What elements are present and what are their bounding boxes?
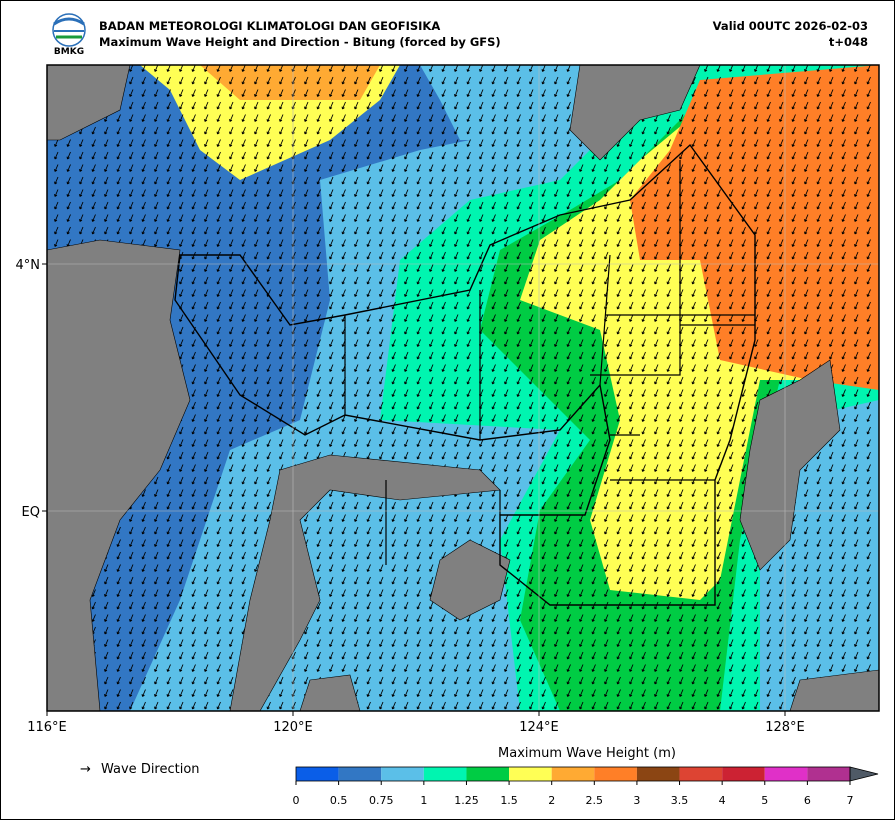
colorbar-segment [296, 767, 339, 781]
map-axes: 116°E 120°E 124°E 128°E 4°N EQ [16, 258, 805, 735]
lon-tick-label: 128°E [765, 720, 805, 735]
land [47, 65, 131, 141]
colorbar-segment [338, 767, 382, 781]
colorbar-tick-label: 2 [548, 794, 555, 807]
land [429, 539, 511, 621]
legend-label: Wave Direction [101, 762, 200, 777]
lon-tick-label: 124°E [519, 720, 559, 735]
colorbar-tick-label: 7 [847, 794, 854, 807]
colorbar-tick-label: 0.75 [369, 794, 394, 807]
colorbar-segment [423, 767, 467, 781]
lat-tick-label: 4°N [16, 258, 41, 273]
colorbar-tick-label: 5 [761, 794, 768, 807]
land [789, 669, 879, 711]
colorbar-tick-label: 6 [804, 794, 811, 807]
land-borneo [47, 239, 191, 711]
map [47, 65, 879, 711]
colorbar-segment [381, 767, 424, 781]
colorbar-tick-label: 2.5 [586, 794, 604, 807]
colorbar-outline [295, 766, 851, 782]
colorbar-segment [636, 767, 680, 781]
colorbar-tick-label: 0 [293, 794, 300, 807]
colorbar-segment [679, 767, 723, 781]
colorbar-segment [764, 767, 808, 781]
land [299, 674, 361, 711]
land-sulawesi [229, 454, 501, 711]
lead-time: t+048 [829, 35, 868, 49]
title: BADAN METEOROLOGI KLIMATOLOGI DAN GEOFIS… [99, 19, 440, 33]
colorbar-tick-label: 3.5 [671, 794, 689, 807]
forecast-area-boundaries [344, 160, 755, 565]
graticule [47, 65, 879, 711]
lat-tick-label: EQ [22, 505, 40, 520]
map-frame [46, 64, 880, 712]
colorbar: 0 0.5 0.75 1 1.25 1.5 2 2.5 3 3.5 4 5 6 7 [293, 766, 879, 807]
lon-tick-label: 120°E [273, 720, 313, 735]
forecast-area-boundaries [174, 143, 756, 606]
colorbar-tick-label: 4 [719, 794, 726, 807]
colorbar-tick-label: 1.5 [500, 794, 518, 807]
legend-arrow: → [80, 762, 91, 777]
lon-tick-label: 116°E [27, 720, 67, 735]
colorbar-segment [722, 767, 765, 781]
land-halmahera [739, 359, 841, 571]
colorbar-tick-label: 3 [633, 794, 640, 807]
logo: BMKG [52, 13, 86, 57]
subtitle: Maximum Wave Height and Direction - Bitu… [99, 35, 501, 49]
colorbar-segment [594, 767, 637, 781]
colorbar-segment [807, 767, 850, 781]
land-mindanao [569, 65, 701, 161]
colorbar-segment [466, 767, 510, 781]
colorbar-tick-label: 1 [420, 794, 427, 807]
valid-time: Valid 00UTC 2026-02-03 [713, 19, 868, 33]
colorbar-segment [551, 767, 595, 781]
colorbar-title: Maximum Wave Height (m) [498, 746, 676, 761]
colorbar-tick-label: 1.25 [454, 794, 479, 807]
colorbar-tick-label: 0.5 [330, 794, 348, 807]
colorbar-segment [509, 767, 552, 781]
logo-text: BMKG [54, 47, 84, 57]
